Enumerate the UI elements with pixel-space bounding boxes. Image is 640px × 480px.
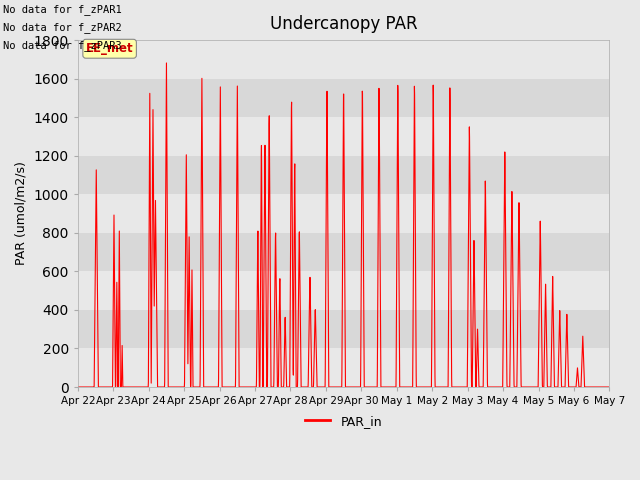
Y-axis label: PAR (umol/m2/s): PAR (umol/m2/s) [15,162,28,265]
Bar [78,348,609,387]
Text: No data for f_zPAR3: No data for f_zPAR3 [3,40,122,51]
Bar [78,40,609,79]
Bar [78,233,609,271]
Text: EE_met: EE_met [86,42,133,55]
Bar [78,271,609,310]
Bar [78,117,609,156]
Bar [78,194,609,233]
Title: Undercanopy PAR: Undercanopy PAR [270,15,417,33]
Text: No data for f_zPAR2: No data for f_zPAR2 [3,22,122,33]
Bar [78,310,609,348]
Legend: PAR_in: PAR_in [300,410,387,433]
Text: No data for f_zPAR1: No data for f_zPAR1 [3,4,122,15]
Bar [78,156,609,194]
Bar [78,79,609,117]
